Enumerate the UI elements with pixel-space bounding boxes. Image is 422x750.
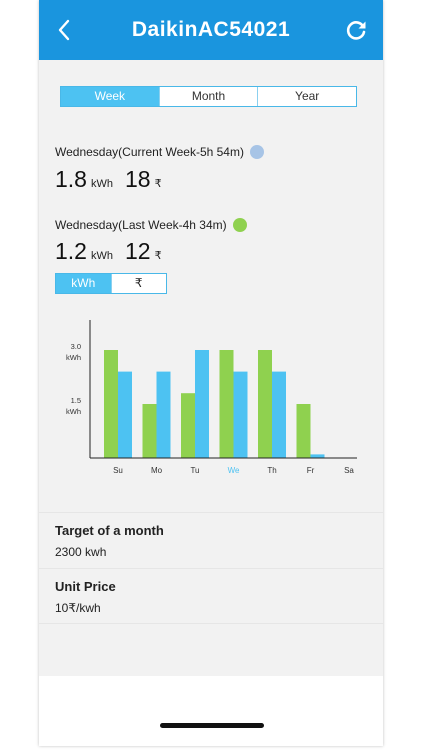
unit-price-title: Unit Price: [55, 579, 116, 594]
y-tick-label: 3.0: [71, 342, 81, 351]
bar-th-series-1: [258, 350, 272, 458]
x-tick-label-tu: Tu: [190, 466, 199, 475]
current-week-energy: 1.8: [55, 166, 87, 192]
current-week-label-row: Wednesday(Current Week-5h 54m): [55, 145, 264, 159]
app-header: DaikinAC54021: [39, 0, 383, 60]
x-tick-label-we: We: [228, 466, 240, 475]
last-week-label: Wednesday(Last Week-4h 34m): [55, 218, 227, 232]
refresh-icon: [346, 21, 366, 40]
tab-week[interactable]: Week: [61, 87, 159, 106]
home-indicator[interactable]: [160, 723, 264, 728]
bar-mo-series-2: [156, 371, 171, 458]
energy-bar-chart: 3.0 kWh 1.5 kWh Su Mo Tu We Th Fr Sa: [66, 320, 357, 475]
y-tick-label: 1.5: [71, 396, 81, 405]
x-tick-label-su: Su: [113, 466, 123, 475]
page-title: DaikinAC54021: [131, 18, 291, 41]
last-week-reading: 1.2 kWh 12 ₹: [55, 238, 162, 265]
bottom-panel: [39, 676, 383, 746]
last-week-energy-unit: kWh: [90, 250, 113, 262]
current-week-energy-unit: kWh: [90, 178, 113, 190]
current-week-label: Wednesday(Current Week-5h 54m): [55, 145, 244, 159]
x-tick-label-fr: Fr: [307, 466, 315, 475]
bar-th-series-2: [272, 371, 286, 458]
refresh-button[interactable]: [341, 15, 371, 45]
y-tick-unit: kWh: [66, 407, 81, 416]
current-week-legend-dot: [249, 145, 264, 159]
bar-su-series-2: [118, 371, 132, 458]
last-week-energy: 1.2: [55, 238, 87, 264]
bar-fr-series-2: [310, 454, 325, 458]
y-tick-unit: kWh: [66, 353, 81, 362]
last-week-label-row: Wednesday(Last Week-4h 34m): [55, 218, 247, 232]
unit-toggle-kwh[interactable]: kWh: [56, 274, 111, 293]
current-week-reading: 1.8 kWh 18 ₹: [55, 166, 162, 193]
bar-mo-series-1: [142, 404, 157, 458]
unit-price-row: Unit Price 10₹/kwh: [39, 568, 383, 624]
app-screen: DaikinAC54021 Week Month Year Wednesday(…: [39, 0, 383, 746]
target-row: Target of a month 2300 kwh: [39, 512, 383, 568]
unit-toggle: kWh ₹: [55, 273, 167, 294]
period-tabs: Week Month Year: [60, 86, 357, 107]
unit-toggle-rupee[interactable]: ₹: [110, 274, 167, 293]
last-week-cost: 12: [124, 238, 151, 264]
x-tick-label-th: Th: [267, 466, 276, 475]
target-title: Target of a month: [55, 523, 164, 538]
tab-month[interactable]: Month: [158, 87, 258, 106]
bar-we-series-1: [219, 350, 234, 458]
bar-fr-series-1: [296, 404, 311, 458]
bar-tu-series-1: [181, 393, 195, 458]
current-week-cost: 18: [124, 166, 151, 192]
back-button[interactable]: [49, 14, 79, 46]
bar-we-series-2: [233, 371, 248, 458]
unit-price-value: 10₹/kwh: [55, 601, 101, 615]
chevron-left-icon: [58, 19, 70, 41]
x-tick-label-mo: Mo: [151, 466, 163, 475]
bar-tu-series-2: [195, 350, 209, 458]
x-tick-label-sa: Sa: [344, 466, 354, 475]
tab-year[interactable]: Year: [257, 87, 356, 106]
last-week-currency: ₹: [154, 250, 162, 262]
target-value: 2300 kwh: [55, 545, 107, 559]
last-week-legend-dot: [232, 218, 247, 232]
current-week-currency: ₹: [154, 178, 162, 190]
bar-su-series-1: [104, 350, 118, 458]
